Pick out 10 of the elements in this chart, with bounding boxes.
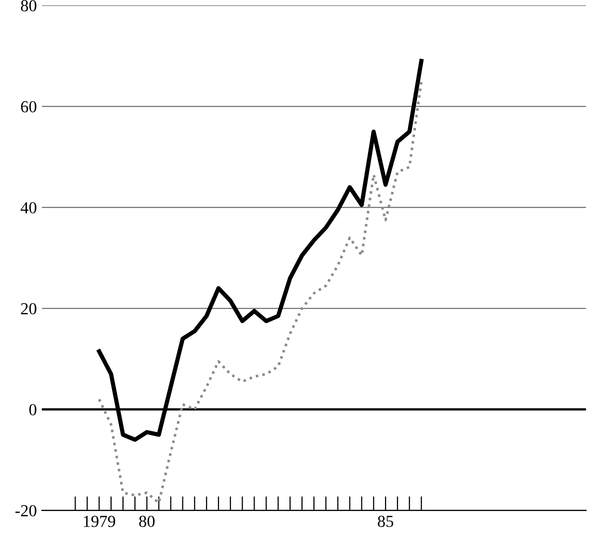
y-tick-label: 80	[20, 0, 36, 12]
y-tick-label: 60	[21, 101, 36, 112]
y-tick-label: -20	[15, 505, 36, 516]
y-tick-label: 20	[21, 303, 36, 314]
x-tick-label: 1979	[84, 516, 116, 528]
y-tick-label: 0	[29, 404, 36, 416]
line-series	[98, 80, 423, 504]
y-tick-label: 40	[20, 202, 36, 214]
x-tick-label: 80	[139, 516, 155, 528]
x-tick-label: 85	[378, 516, 394, 528]
